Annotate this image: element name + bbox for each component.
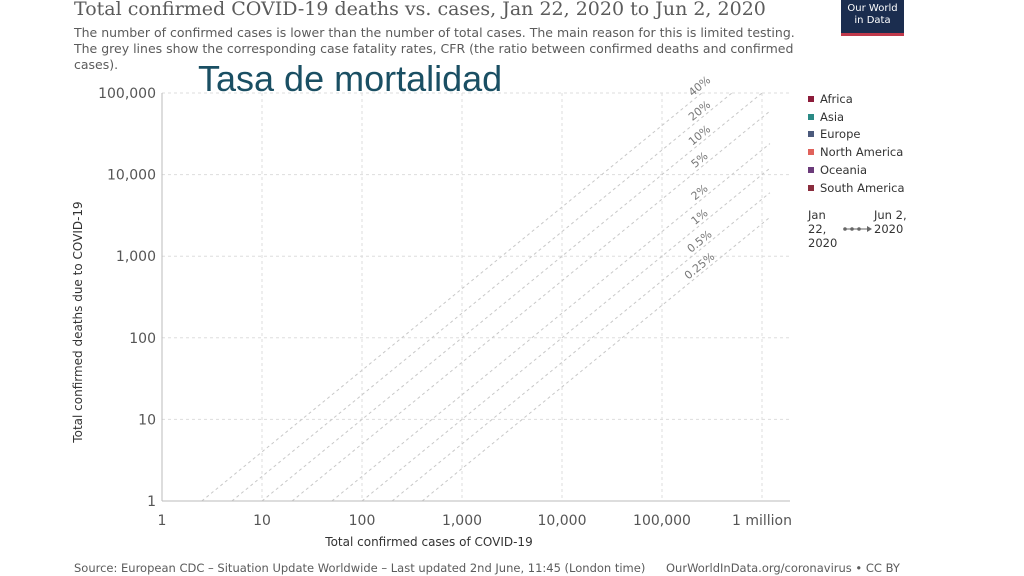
legend-swatch [808, 167, 814, 174]
legend-swatch [808, 113, 814, 120]
cfr-line [261, 92, 763, 502]
y-tick-label: 1,000 [116, 249, 156, 265]
legend-label: Asia [820, 109, 845, 124]
tick-labels: 1 10 100 1,000 10,000 100,000 1 million 1 10 100 1… [98, 86, 792, 529]
y-tick-label: 10 [138, 412, 156, 428]
y-tick-label: 100,000 [98, 86, 156, 102]
cfr-lines: 40%20%10%5%2%1%0.5%0.25% [201, 74, 771, 502]
timeline-end-label[interactable]: Jun 2, 2020 [874, 208, 907, 236]
legend-label: South America [820, 180, 905, 195]
x-tick-label: 10,000 [538, 513, 587, 529]
cfr-line [291, 110, 771, 502]
legend-swatch [808, 149, 814, 156]
y-tick-label: 1 [147, 494, 156, 510]
legend-swatch [808, 184, 814, 191]
timeline-control[interactable]: Jan 22, 2020 Jun 2, 2020 [808, 208, 908, 254]
overlay-annotation: Tasa de mortalidad [198, 58, 503, 99]
cfr-line [421, 216, 771, 502]
logo-line-2: in Data [854, 15, 891, 26]
cfr-line [201, 92, 703, 502]
cfr-label: 20% [686, 98, 713, 124]
legend-label: Oceania [820, 163, 868, 178]
cfr-label: 1% [689, 206, 711, 227]
timeline-arrow-icon[interactable] [842, 224, 874, 234]
chart-subtitle: The number of confirmed cases is lower t… [74, 25, 795, 72]
x-tick-label: 100 [349, 513, 376, 529]
x-tick-label: 100,000 [633, 513, 691, 529]
logo-line-1: Our World [847, 3, 898, 14]
x-tick-label: 1 million [732, 513, 792, 529]
x-tick-label: 10 [253, 513, 271, 529]
cfr-line [361, 167, 771, 502]
legend: Africa Asia Europe North America Oceania… [808, 90, 905, 197]
timeline-start-label[interactable]: Jan 22, 2020 [808, 208, 838, 250]
y-tick-label: 10,000 [107, 168, 156, 184]
legend-swatch [808, 95, 814, 102]
cfr-line [331, 143, 771, 502]
credit-link[interactable]: OurWorldInData.org/coronavirus • CC BY [666, 561, 900, 575]
owid-logo[interactable]: Our World in Data [841, 0, 904, 36]
legend-item-asia[interactable]: Asia [808, 108, 905, 126]
legend-item-south-america[interactable]: South America [808, 179, 905, 197]
legend-label: Africa [820, 91, 853, 106]
cfr-line [231, 92, 733, 502]
source-note: Source: European CDC – Situation Update … [74, 561, 646, 575]
cfr-line [391, 192, 771, 502]
legend-item-oceania[interactable]: Oceania [808, 161, 905, 179]
x-tick-label: 1,000 [442, 513, 482, 529]
x-axis-label: Total confirmed cases of COVID-19 [324, 535, 532, 549]
legend-swatch [808, 131, 814, 138]
grid-lines [162, 92, 790, 501]
legend-label: North America [820, 145, 904, 160]
cfr-label: 2% [689, 182, 711, 203]
y-tick-label: 100 [129, 331, 156, 347]
cfr-label: 5% [689, 149, 711, 170]
legend-item-europe[interactable]: Europe [808, 126, 905, 144]
cfr-label: 0.25% [682, 250, 717, 282]
x-tick-label: 1 [158, 513, 167, 529]
legend-item-africa[interactable]: Africa [808, 90, 905, 108]
legend-label: Europe [820, 127, 861, 142]
chart-title: Total confirmed COVID-19 deaths vs. case… [74, 0, 766, 20]
legend-item-north-america[interactable]: North America [808, 143, 905, 161]
y-axis-label: Total confirmed deaths due to COVID-19 [71, 201, 85, 443]
axes [161, 93, 790, 502]
